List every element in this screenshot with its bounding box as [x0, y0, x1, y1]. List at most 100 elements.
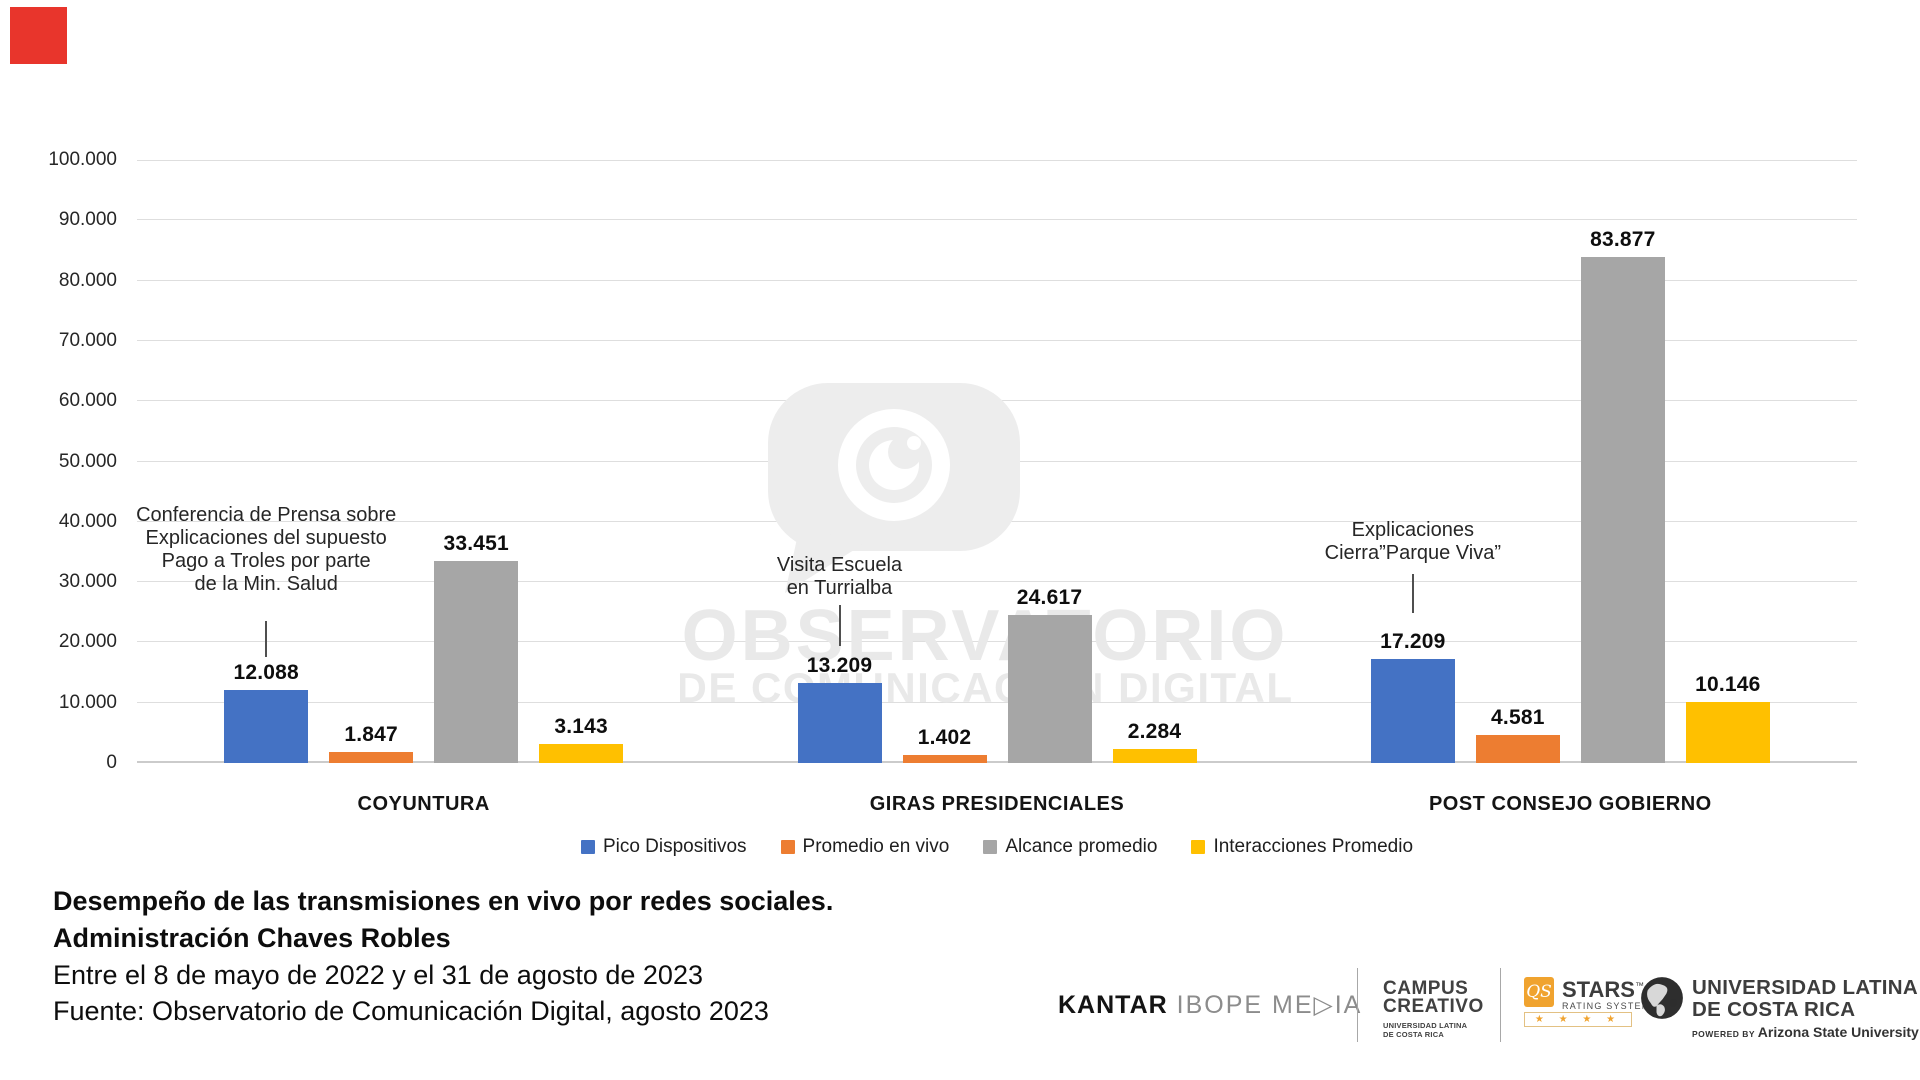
bar-alcance-promedio-giras-presidenciales: [1007, 614, 1092, 763]
campus-line1: CAMPUS: [1383, 978, 1469, 999]
y-axis-tick-label: 90.000: [58, 209, 117, 231]
y-axis-tick-label: 60.000: [58, 390, 117, 412]
qs-stars-wordmark: STARS™: [1562, 977, 1644, 1002]
watermark-title: OBSERVATORIO: [682, 596, 1289, 676]
chart-legend: Pico Dispositivos Promedio en vivo Alcance…: [137, 836, 1857, 858]
bar-value-label: 13.209: [806, 654, 873, 678]
ulatina-line1: UNIVERSIDAD LATINA: [1692, 976, 1918, 999]
bar-value-label: 1.847: [344, 722, 398, 746]
category-label-giras-presidenciales: GIRAS PRESIDENCIALES: [869, 793, 1125, 815]
gridline: [137, 641, 1857, 642]
bar-promedio-en-vivo-giras-presidenciales: [902, 754, 987, 763]
bar-promedio-en-vivo-post-consejo-gobierno: [1475, 735, 1560, 763]
bar-pico-dispositivos-giras-presidenciales: [797, 683, 882, 763]
legend-item-promedio-en-vivo: Promedio en vivo: [780, 836, 950, 858]
y-axis-tick-label: 70.000: [58, 329, 117, 351]
campus-sub2: DE COSTA RICA: [1383, 1030, 1444, 1039]
gridline: [137, 702, 1857, 703]
y-axis-tick-label: 20.000: [58, 631, 117, 653]
watermark-logo: OBSERVATORIO DE COMUNICACIÓN DIGITAL: [680, 383, 1294, 711]
annotation-post-consejo-gobierno: Explicaciones Cierra”Parque Viva”: [1258, 519, 1568, 565]
bar-promedio-en-vivo-coyuntura: [329, 751, 414, 763]
annotation-text-line: de la Min. Salud: [194, 573, 338, 595]
annotation-text-line: Explicaciones del supuesto: [145, 527, 387, 549]
logo-divider: [1357, 968, 1358, 1042]
report-title-line1: Desempeño de las transmisiones en vivo p…: [53, 886, 834, 916]
accent-square: [10, 7, 67, 64]
annotation-giras-presidenciales: Visita Escuela en Turrialba: [715, 554, 965, 600]
bar-interacciones-promedio-giras-presidenciales: [1112, 749, 1197, 763]
annotation-leader-line: [1411, 574, 1414, 613]
y-axis-tick-label: 30.000: [58, 571, 117, 593]
legend-color-swatch: [1191, 840, 1206, 854]
gridline: [137, 280, 1857, 281]
legend-label: Alcance promedio: [1005, 836, 1158, 857]
report-date-range: Entre el 8 de mayo de 2022 y el 31 de ag…: [53, 960, 703, 990]
category-label-coyuntura: COYUNTURA: [357, 793, 490, 815]
bar-value-label: 33.451: [443, 532, 509, 556]
bar-value-label: 12.088: [233, 661, 299, 685]
legend-item-interacciones-promedio: Interacciones Promedio: [1191, 836, 1413, 858]
y-axis-tick-label: 10.000: [58, 691, 117, 713]
ulatina-line2: DE COSTA RICA: [1692, 997, 1856, 1021]
bar-interacciones-promedio-coyuntura: [539, 744, 624, 763]
annotation-leader-line: [838, 605, 841, 646]
bar-value-label: 3.143: [554, 715, 608, 739]
y-axis-tick-label: 50.000: [58, 450, 117, 472]
legend-label: Pico Dispositivos: [602, 836, 747, 857]
bar-pico-dispositivos-post-consejo-gobierno: [1370, 659, 1455, 763]
universidad-latina-logo: UNIVERSIDAD LATINA DE COSTA RICA POWERED…: [1692, 977, 1919, 1042]
campus-line2: CREATIVO: [1383, 996, 1484, 1017]
logo-divider: [1500, 968, 1501, 1042]
watermark-eye-icon: [768, 383, 1020, 593]
legend-item-pico-dispositivos: Pico Dispositivos: [580, 836, 747, 858]
legend-item-alcance-promedio: Alcance promedio: [983, 836, 1157, 858]
watermark-subtitle: DE COMUNICACIÓN DIGITAL: [680, 663, 1294, 711]
kantar-ibope-media-logo: KANTAR IBOPE ME▷IA: [1058, 990, 1362, 1020]
legend-color-swatch: [780, 840, 795, 854]
annotation-leader-line: [265, 621, 268, 657]
y-axis-tick-label: 40.000: [58, 510, 117, 532]
legend-color-swatch: [983, 840, 998, 854]
y-axis-tick-label: 80.000: [58, 269, 117, 291]
category-label-post-consejo-gobierno: POST CONSEJO GOBIERNO: [1428, 793, 1712, 815]
annotation-text-line: Conferencia de Prensa sobre: [136, 504, 397, 526]
report-source: Fuente: Observatorio de Comunicación Dig…: [53, 996, 769, 1026]
campus-sub1: UNIVERSIDAD LATINA: [1383, 1021, 1468, 1030]
legend-label: Promedio en vivo: [802, 836, 950, 857]
campus-creativo-logo: CAMPUS CREATIVO UNIVERSIDAD LATINA DE CO…: [1383, 978, 1484, 1039]
report-title-line2: Administración Chaves Robles: [53, 923, 451, 953]
bar-chart-plot-area: 12.088 13.209 17.209 1.847 1.402 4.581 33.451 2…: [136, 160, 1857, 815]
bar-value-label: 10.146: [1695, 672, 1761, 696]
annotation-text-line: Pago a Troles por parte: [161, 550, 371, 572]
annotation-text-line: Visita Escuela: [776, 554, 903, 576]
gridline: [137, 219, 1857, 220]
bar-alcance-promedio-post-consejo-gobierno: [1580, 257, 1665, 763]
legend-color-swatch: [580, 840, 595, 854]
y-axis-tick-label: 100.000: [48, 149, 117, 170]
annotation-text-line: Explicaciones: [1351, 519, 1474, 541]
qs-rating-system-label: RATING SYSTEM: [1562, 1001, 1651, 1011]
bar-interacciones-promedio-post-consejo-gobierno: [1685, 701, 1770, 763]
bar-value-label: 4.581: [1491, 706, 1545, 730]
globe-icon: [1641, 977, 1683, 1019]
legend-label: Interacciones Promedio: [1213, 836, 1414, 857]
annotation-text-line: Cierra”Parque Viva”: [1324, 542, 1502, 564]
gridline: [137, 581, 1857, 582]
bar-value-label: 83.877: [1590, 228, 1656, 252]
bar-value-label: 24.617: [1016, 585, 1083, 609]
bar-value-label: 2.284: [1127, 720, 1182, 744]
gridline: [137, 160, 1857, 161]
bar-pico-dispositivos-coyuntura: [224, 690, 309, 763]
annotation-coyuntura: Conferencia de Prensa sobre Explicaciones…: [111, 504, 421, 596]
gridline: [137, 340, 1857, 341]
bar-value-label: 17.209: [1380, 630, 1446, 654]
kantar-wordmark: KANTAR: [1058, 991, 1168, 1019]
qs-stars-rating-icon: ★ ★ ★ ★: [1524, 1012, 1632, 1027]
annotation-text-line: en Turrialba: [786, 577, 893, 599]
ibope-media-wordmark: IBOPE ME▷IA: [1167, 991, 1363, 1019]
ulatina-powered-by: POWERED BY Arizona State University: [1692, 1024, 1919, 1040]
bar-alcance-promedio-coyuntura: [434, 561, 519, 763]
x-axis-line: [137, 761, 1857, 763]
qs-badge-icon: QS: [1524, 977, 1554, 1007]
